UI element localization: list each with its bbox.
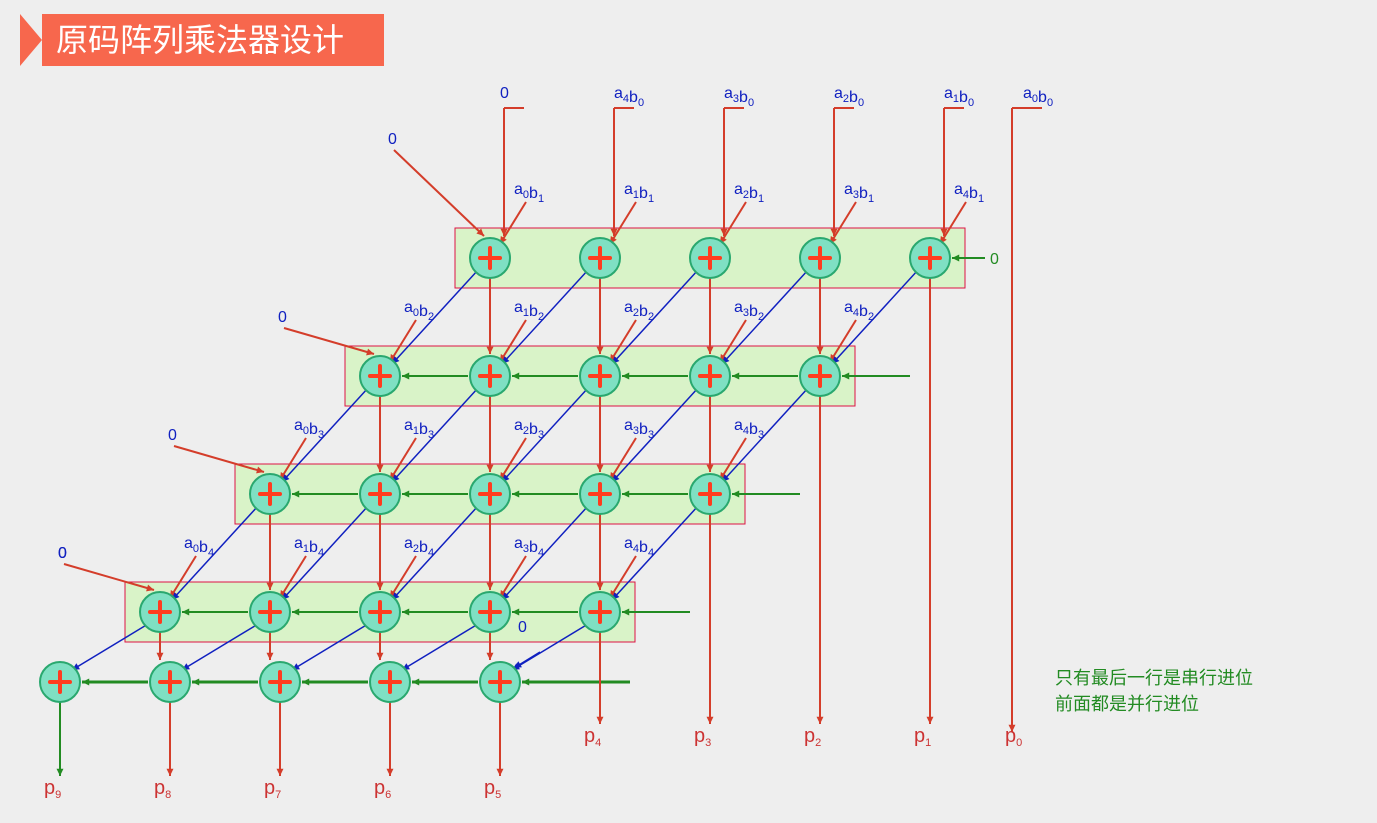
svg-text:p8: p8 [154,777,171,801]
svg-text:a2b2: a2b2 [624,299,654,323]
svg-text:p9: p9 [44,777,61,801]
svg-text:p6: p6 [374,777,391,801]
svg-text:a1b1: a1b1 [624,181,654,205]
svg-text:0: 0 [388,131,397,148]
carry-note: 只有最后一行是串行进位 前面都是并行进位 [1055,665,1253,717]
svg-text:a4b1: a4b1 [954,181,984,205]
svg-text:a4b4: a4b4 [624,535,654,559]
svg-text:a2b1: a2b1 [734,181,764,205]
svg-text:a0b4: a0b4 [184,535,214,559]
svg-text:p7: p7 [264,777,281,801]
svg-text:a1b2: a1b2 [514,299,544,323]
svg-text:p5: p5 [484,777,501,801]
note-line-2: 前面都是并行进位 [1055,691,1253,717]
svg-text:0: 0 [278,309,287,326]
svg-text:a1b4: a1b4 [294,535,324,559]
svg-text:a4b3: a4b3 [734,417,764,441]
svg-text:0: 0 [58,545,67,562]
svg-text:a2b3: a2b3 [514,417,544,441]
svg-text:0: 0 [518,619,527,636]
svg-text:a2b4: a2b4 [404,535,434,559]
svg-text:a2b0: a2b0 [834,85,864,109]
svg-text:a1b3: a1b3 [404,417,434,441]
svg-text:a0b0: a0b0 [1023,85,1053,109]
svg-text:a3b1: a3b1 [844,181,874,205]
svg-text:a0b1: a0b1 [514,181,544,205]
svg-text:p3: p3 [694,725,711,749]
svg-text:p2: p2 [804,725,821,749]
svg-text:0: 0 [168,427,177,444]
slide: 原码阵列乘法器设计 0a4b0a3b0a2b0a1b0a0b00000a4b1a… [0,0,1377,823]
svg-text:a4b0: a4b0 [614,85,644,109]
svg-text:p0: p0 [1005,725,1022,749]
svg-text:p4: p4 [584,725,601,749]
svg-text:a4b2: a4b2 [844,299,874,323]
svg-text:a0b2: a0b2 [404,299,434,323]
note-line-1: 只有最后一行是串行进位 [1055,665,1253,691]
svg-text:a3b2: a3b2 [734,299,764,323]
svg-text:a1b0: a1b0 [944,85,974,109]
svg-text:a3b3: a3b3 [624,417,654,441]
svg-text:p1: p1 [914,725,931,749]
svg-text:a3b4: a3b4 [514,535,544,559]
svg-text:0: 0 [990,251,999,268]
svg-text:a0b3: a0b3 [294,417,324,441]
svg-text:a3b0: a3b0 [724,85,754,109]
svg-text:0: 0 [500,85,509,102]
